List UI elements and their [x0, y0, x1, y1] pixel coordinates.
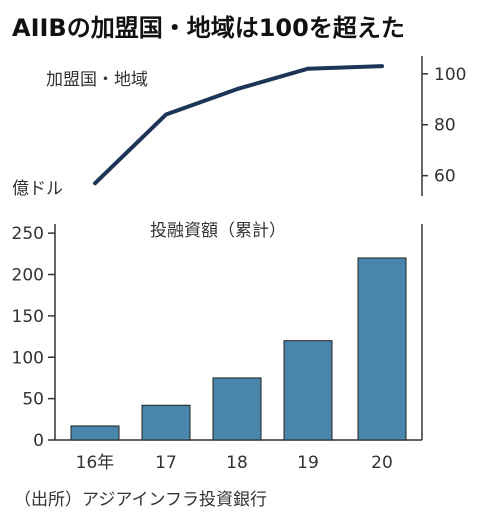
- bar-chart-tick-label: 50: [22, 390, 44, 410]
- bar: [141, 404, 191, 441]
- source-note: （出所）アジアインフラ投資銀行: [14, 490, 267, 510]
- bar-chart-tick-label: 200: [12, 266, 44, 286]
- bar: [283, 340, 333, 441]
- x-tick-label: 16年: [76, 453, 115, 473]
- bar-chart-tick-label: 250: [12, 224, 44, 244]
- line-chart-ticks: 60 80 100: [422, 65, 466, 187]
- x-tick-label: 17: [155, 453, 177, 473]
- x-tick-label: 18: [226, 453, 248, 473]
- bar-chart: 億ドル 投融資額（累計） 0 50 100 150 200 250 16年 17 18 19 20: [12, 179, 423, 473]
- line-chart-tick-label: 60: [434, 167, 456, 187]
- line-chart-tick-label: 80: [434, 116, 456, 136]
- bar: [357, 257, 407, 441]
- bar: [70, 425, 120, 441]
- bar-chart-tick-label: 0: [33, 431, 44, 451]
- bar-chart-label: 投融資額（累計）: [150, 221, 286, 241]
- line-chart-tick-label: 100: [434, 65, 466, 85]
- line-chart-label: 加盟国・地域: [46, 70, 148, 90]
- chart-title: AIIBの加盟国・地域は100を超えた: [12, 14, 405, 42]
- bar-chart-x-labels: 16年 17 18 19 20: [76, 453, 393, 473]
- bar: [212, 377, 262, 441]
- bars: [70, 257, 407, 441]
- x-tick-label: 19: [297, 453, 319, 473]
- bar-chart-tick-label: 100: [12, 348, 44, 368]
- x-tick-label: 20: [371, 453, 393, 473]
- bar-chart-tick-label: 150: [12, 307, 44, 327]
- series-line-member-count: [93, 64, 384, 186]
- bar-chart-y-ticks: 0 50 100 150 200 250: [12, 224, 55, 451]
- line-chart: 加盟国・地域 60 80 100: [46, 56, 466, 196]
- bar-chart-unit: 億ドル: [12, 179, 63, 199]
